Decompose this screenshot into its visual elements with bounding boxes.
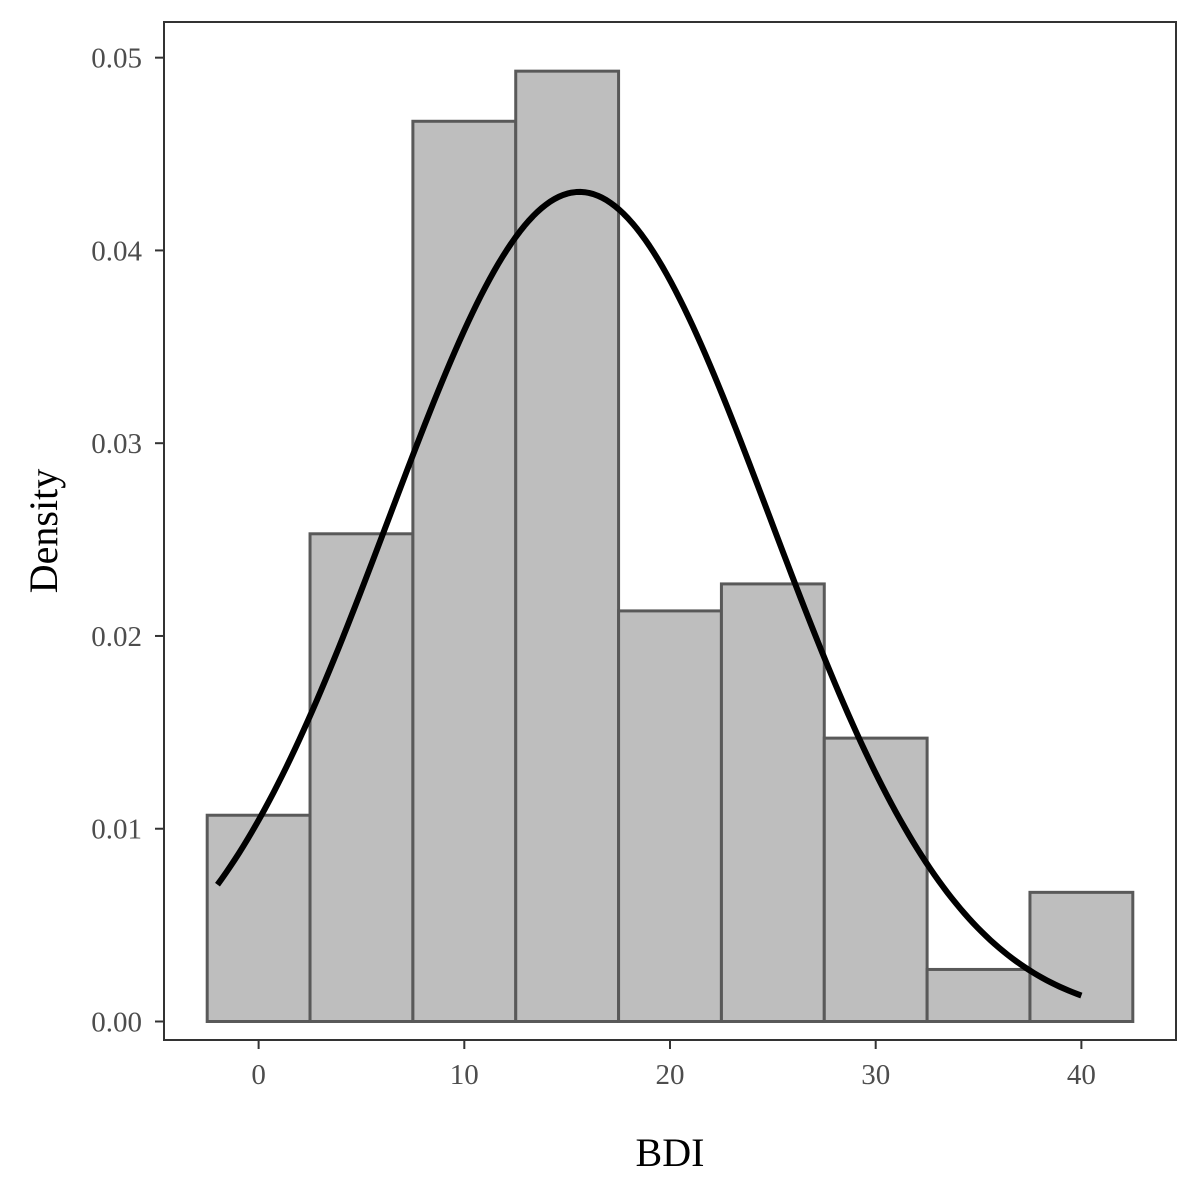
histogram-bar (514, 69, 621, 1023)
x-tick-label: 30 (861, 1059, 890, 1091)
y-tick-label: 0.00 (91, 1006, 142, 1038)
histogram-bar (719, 582, 826, 1023)
histogram-bar (205, 813, 312, 1023)
histogram-bars (205, 69, 1135, 1023)
x-tick-label: 40 (1067, 1059, 1096, 1091)
y-axis-title: Density (21, 469, 66, 593)
histogram-bar (617, 609, 723, 1023)
histogram-bar (411, 119, 518, 1023)
y-tick-label: 0.01 (91, 814, 142, 846)
histogram-bar (308, 532, 415, 1023)
y-tick-label: 0.02 (91, 621, 142, 653)
x-tick-label: 0 (251, 1059, 266, 1091)
x-tick-label: 10 (450, 1059, 479, 1091)
x-axis-title: BDI (636, 1130, 705, 1175)
x-tick-label: 20 (656, 1059, 685, 1091)
y-tick-label: 0.05 (91, 43, 142, 75)
y-tick-label: 0.03 (91, 428, 142, 460)
histogram-bar (822, 736, 929, 1023)
x-axis: 0 10 20 30 40 (251, 1040, 1096, 1091)
y-tick-label: 0.04 (91, 235, 142, 267)
histogram-bar (1028, 890, 1135, 1023)
y-axis: 0.00 0.01 0.02 0.03 0.04 0.05 (91, 43, 164, 1038)
normal-density-curve (215, 188, 1083, 999)
histogram-bar (925, 967, 1032, 1023)
